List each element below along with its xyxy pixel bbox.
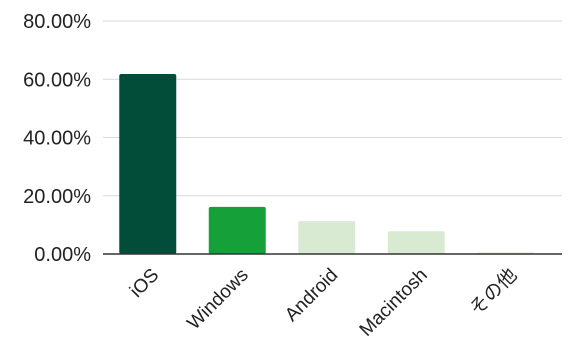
bar-0 xyxy=(119,74,177,254)
bar-3 xyxy=(387,231,445,254)
gridlines xyxy=(103,20,562,197)
y-axis-tick-labels: 0.00% 20.00% 40.00% 60.00% 80.00% xyxy=(23,11,91,266)
x-category-label: Windows xyxy=(183,265,252,334)
bars xyxy=(119,74,535,254)
y-tick-label: 0.00% xyxy=(34,244,91,266)
y-tick-label: 40.00% xyxy=(23,128,91,150)
bar-1 xyxy=(208,206,266,254)
x-category-label: Macintosh xyxy=(356,265,432,341)
x-axis-category-labels: iOS Windows Android Macintosh その他 xyxy=(126,264,521,341)
y-tick-label: 80.00% xyxy=(23,11,91,33)
x-category-label: Android xyxy=(281,265,342,326)
y-tick-label: 60.00% xyxy=(23,69,91,91)
bar-2 xyxy=(298,221,356,254)
x-category-label: その他 xyxy=(465,264,521,320)
y-tick-label: 20.00% xyxy=(23,186,91,208)
x-category-label: iOS xyxy=(126,265,163,302)
